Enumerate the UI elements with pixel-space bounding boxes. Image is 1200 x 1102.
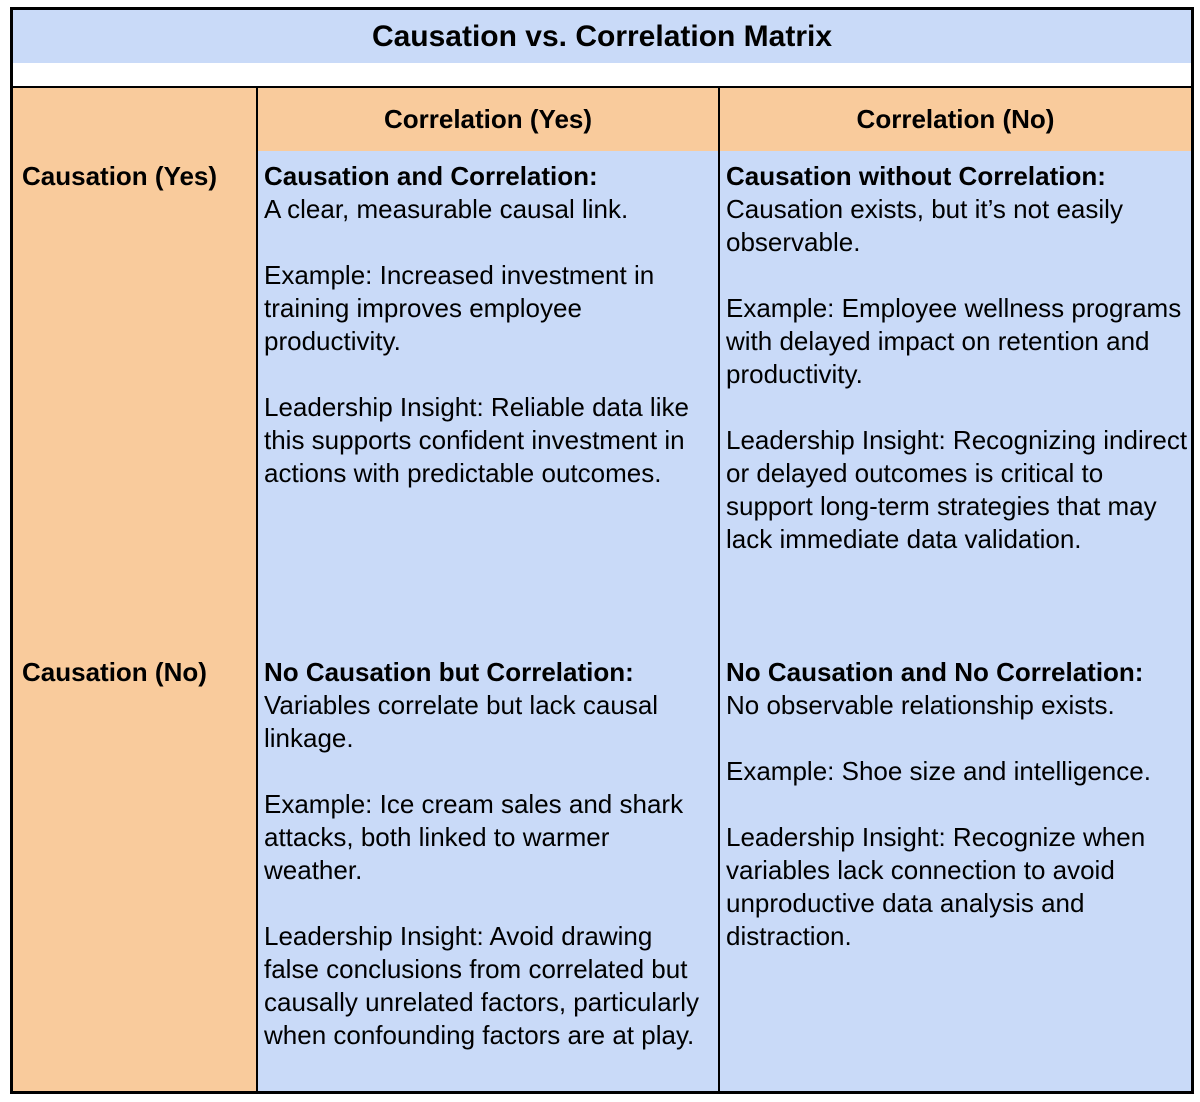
cell-example: Example: Ice cream sales and shark attac… xyxy=(264,789,684,885)
row-header-column xyxy=(13,88,257,1091)
cell-insight: Leadership Insight: Avoid drawing false … xyxy=(264,921,699,1050)
matrix-table: Causation vs. Correlation Matrix Correla… xyxy=(10,7,1194,1094)
column-header-correlation-yes: Correlation (Yes) xyxy=(258,88,718,151)
row-header-causation-no: Causation (No) xyxy=(22,657,207,687)
column-divider xyxy=(256,88,258,1091)
cell-description: A clear, measurable causal link. xyxy=(264,194,629,224)
title-spacer xyxy=(13,63,1191,88)
cell-insight: Leadership Insight: Recognize when varia… xyxy=(726,822,1146,951)
cell-causation-without-correlation: Causation without Correlation: Causation… xyxy=(726,160,1188,589)
table-title: Causation vs. Correlation Matrix xyxy=(13,10,1191,63)
column-divider xyxy=(718,88,720,1091)
cell-heading: Causation without Correlation: xyxy=(726,161,1106,191)
cell-example: Example: Shoe size and intelligence. xyxy=(726,756,1151,786)
cell-no-causation-and-no-correlation: No Causation and No Correlation: No obse… xyxy=(726,656,1188,986)
column-header-correlation-no: Correlation (No) xyxy=(720,88,1191,151)
cell-example: Example: Increased investment in trainin… xyxy=(264,260,655,356)
body-column-correlation-no xyxy=(720,151,1191,1091)
body-column-correlation-yes xyxy=(258,151,718,1091)
cell-heading: Causation and Correlation: xyxy=(264,161,598,191)
cell-heading: No Causation but Correlation: xyxy=(264,657,634,687)
cell-causation-and-correlation: Causation and Correlation: A clear, meas… xyxy=(264,160,712,523)
row-header-causation-yes: Causation (Yes) xyxy=(22,161,218,191)
cell-insight: Leadership Insight: Recognizing indirect… xyxy=(726,425,1188,554)
cell-description: No observable relationship exists. xyxy=(726,690,1115,720)
cell-description: Variables correlate but lack causal link… xyxy=(264,690,659,753)
cell-heading: No Causation and No Correlation: xyxy=(726,657,1144,687)
cell-no-causation-but-correlation: No Causation but Correlation: Variables … xyxy=(264,656,712,1085)
cell-insight: Leadership Insight: Reliable data like t… xyxy=(264,392,689,488)
cell-example: Example: Employee wellness programs with… xyxy=(726,293,1182,389)
cell-description: Causation exists, but it’s not easily ob… xyxy=(726,194,1123,257)
